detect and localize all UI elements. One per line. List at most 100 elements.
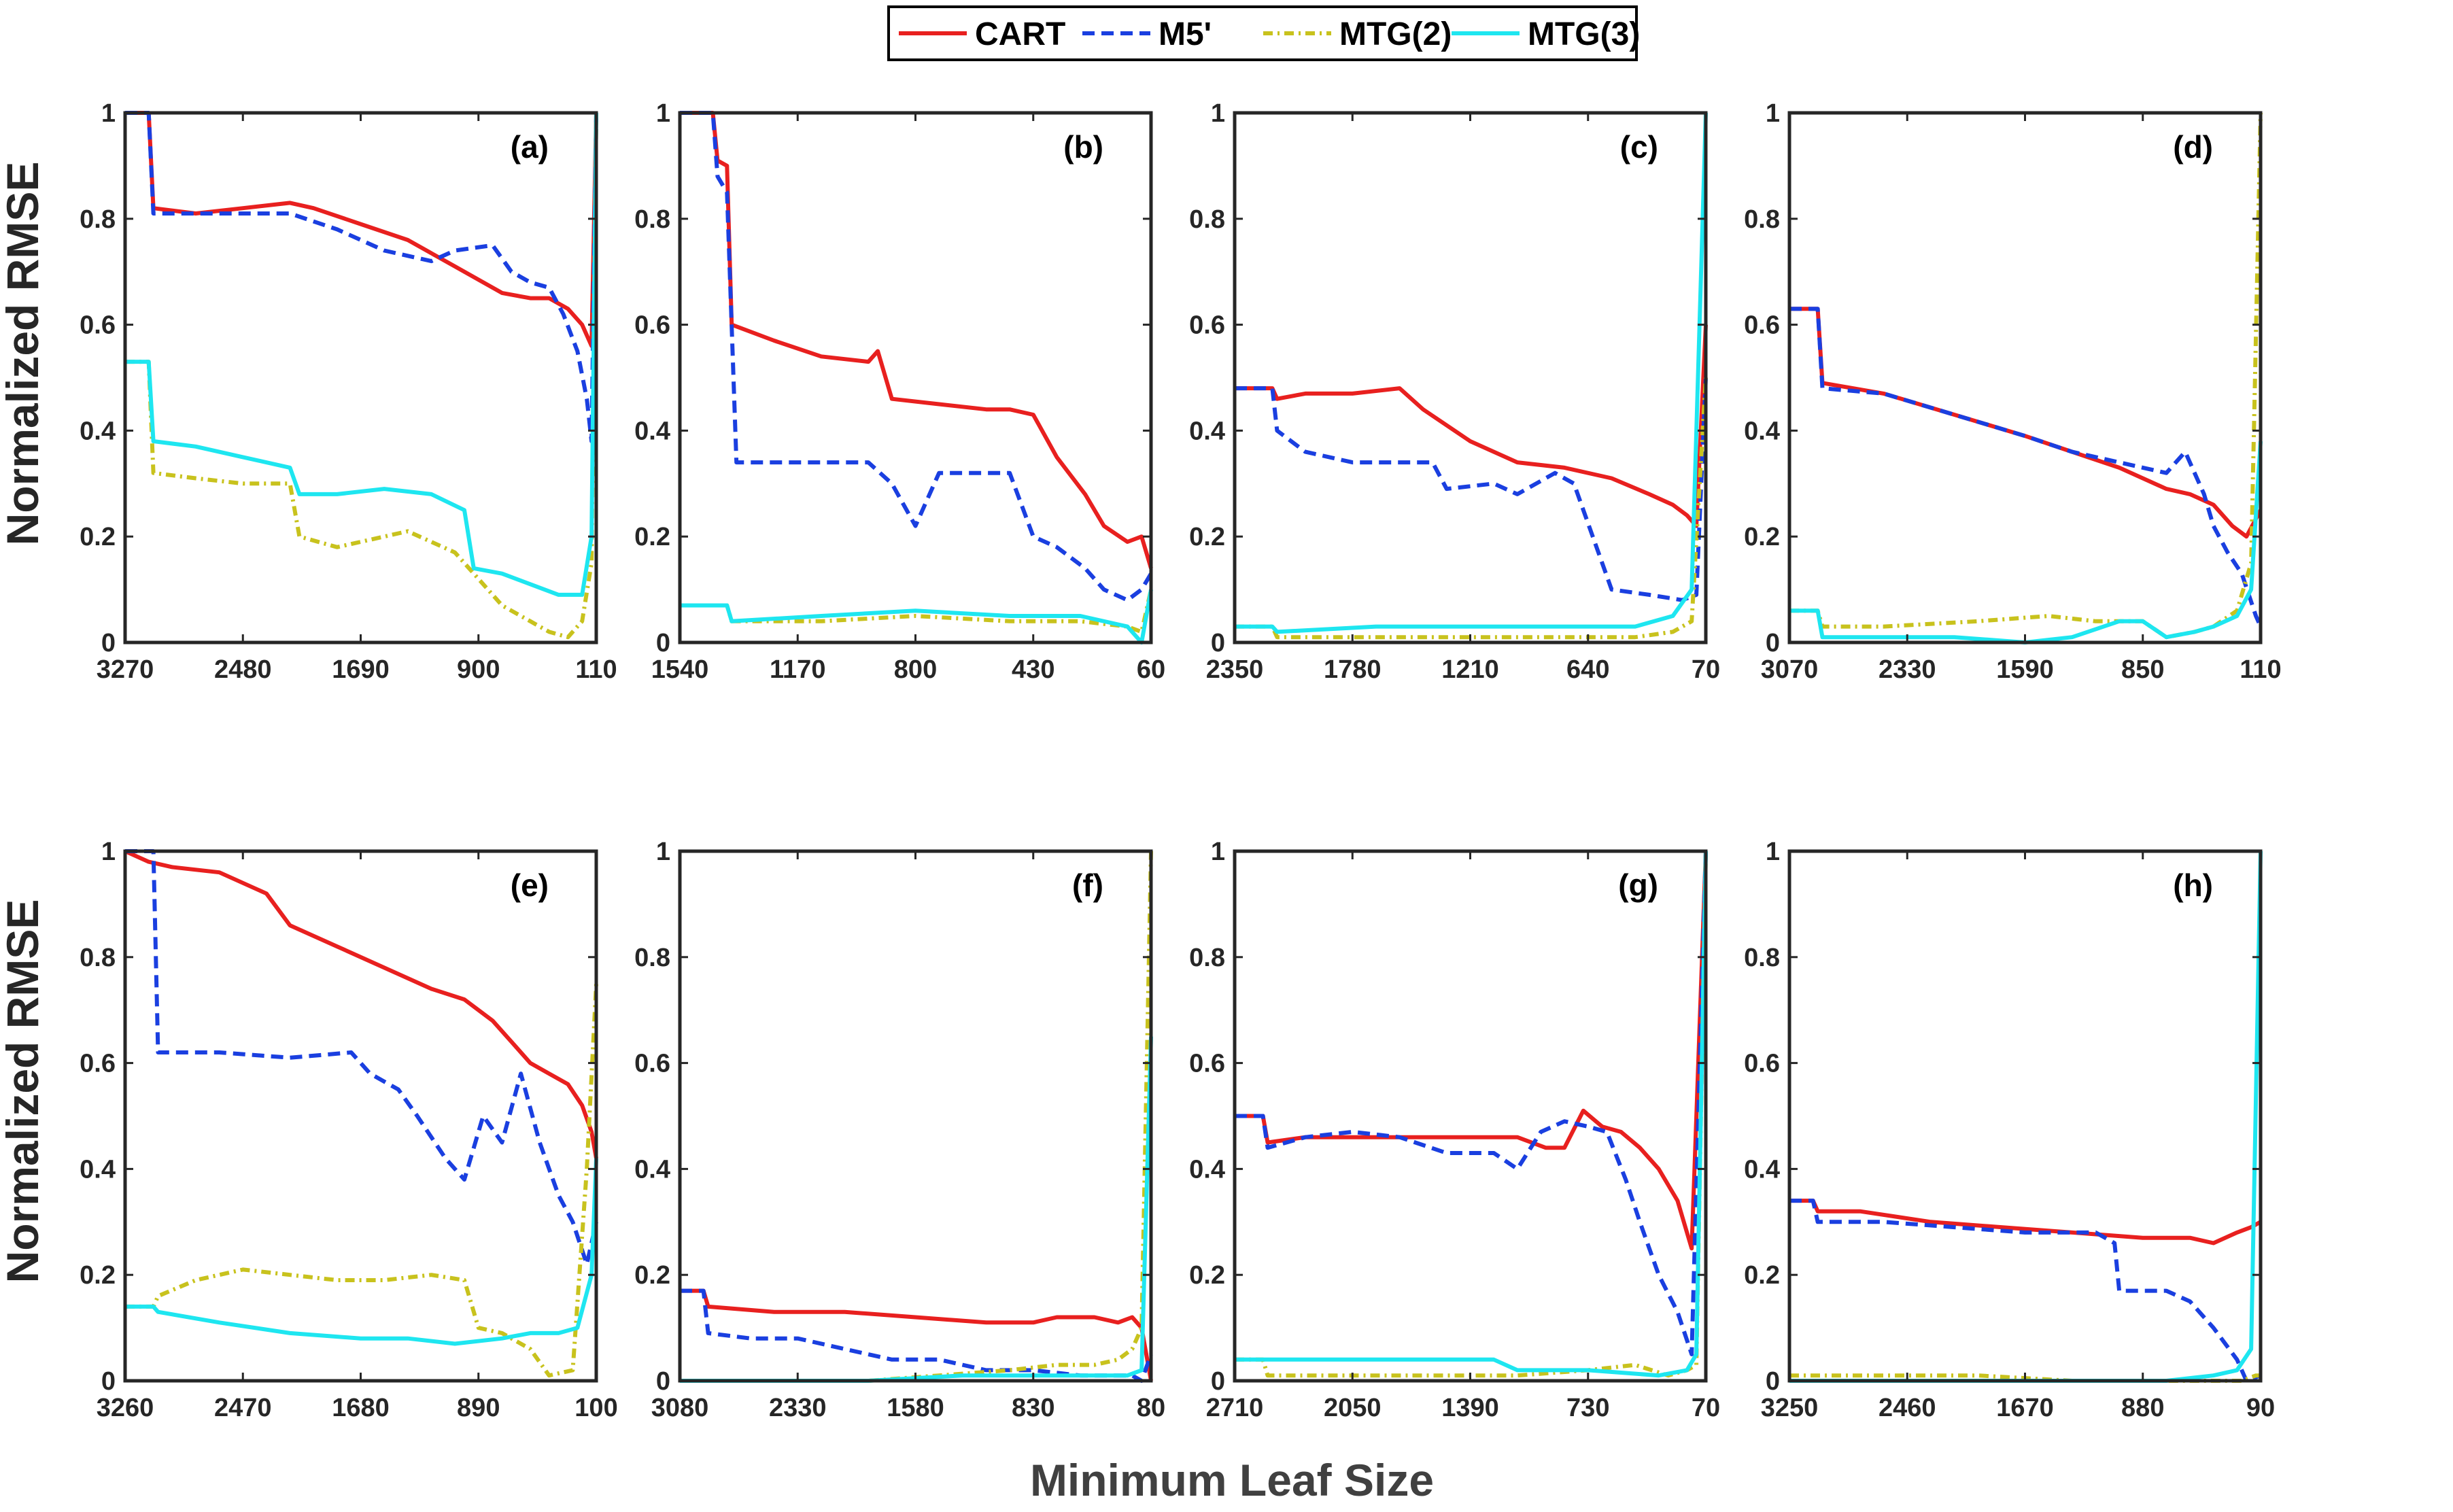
series-line-mtg3 <box>1789 441 2263 645</box>
x-tick-label: 70 <box>1692 655 1720 684</box>
y-tick-label: 0.2 <box>1189 523 1225 551</box>
panel-label: (g) <box>1618 867 1658 903</box>
x-tick-label: 3070 <box>1761 655 1819 684</box>
x-tick-label: 1210 <box>1441 655 1499 684</box>
x-tick-label: 3270 <box>97 655 154 684</box>
series-line-m5 <box>125 111 598 443</box>
panel-h: 0 0.2 0.4 0.6 0.8 1 3250 2460 1670 880 90 (h) <box>1744 838 2275 1422</box>
panel-label: (a) <box>511 129 549 165</box>
series-line-cart <box>124 849 598 1159</box>
y-tick-label: 0.8 <box>1189 944 1225 972</box>
panel-a: 0 0.2 0.4 0.6 0.8 1 3270 2480 1690 900 110 (a) <box>80 99 617 684</box>
panel-b: 0 0.2 0.4 0.6 0.8 1 1540 1170 800 430 60 (b) <box>634 99 1165 684</box>
panel-label: (h) <box>2173 867 2213 903</box>
y-tick-label: 0.6 <box>1744 311 1780 340</box>
xlabel: Minimum Leaf Size <box>1030 1455 1434 1505</box>
x-tick-label: 70 <box>1692 1394 1720 1422</box>
y-tick-label: 0.4 <box>80 417 116 445</box>
x-tick-label: 730 <box>1566 1394 1609 1422</box>
panel-c: 0 0.2 0.4 0.6 0.8 1 2350 1780 1210 640 70 (c) <box>1189 99 1720 684</box>
y-tick-label: 0.4 <box>80 1155 116 1184</box>
panel-d: 0 0.2 0.4 0.6 0.8 1 3070 2330 1590 850 110 (d) <box>1744 99 2281 684</box>
x-tick-label: 110 <box>575 655 617 684</box>
panel-f: 0 0.2 0.4 0.6 0.8 1 3080 2330 1580 830 80 (f) <box>634 838 1165 1422</box>
y-tick-label: 0.8 <box>1744 205 1780 234</box>
series-line-m5 <box>1235 850 1708 1356</box>
x-tick-label: 900 <box>457 655 500 684</box>
series-line-m5 <box>680 111 1153 602</box>
series-line-mtg2 <box>125 983 598 1378</box>
series-line-m5 <box>125 849 598 1267</box>
y-tick-label: 0.2 <box>1744 523 1780 551</box>
legend: CART M5' MTG(2) MTG(3) <box>887 5 1640 61</box>
y-tick-label: 1 <box>1766 838 1780 866</box>
x-tick-label: 2710 <box>1206 1394 1264 1422</box>
legend-label-2: MTG(2) <box>1339 16 1452 52</box>
x-tick-label: 850 <box>2121 655 2164 684</box>
y-tick-label: 0.2 <box>80 1261 116 1290</box>
series-line-cart <box>680 1288 1153 1381</box>
x-tick-label: 1590 <box>1996 655 2054 684</box>
series-line-mtg2 <box>680 589 1153 634</box>
y-tick-label: 0.4 <box>1744 417 1780 445</box>
plot-area <box>125 113 596 642</box>
series-line-m5 <box>1789 307 2263 628</box>
y-tick-label: 0 <box>101 1367 116 1396</box>
x-tick-label: 890 <box>457 1394 500 1422</box>
series-line-mtg2 <box>125 112 598 640</box>
y-tick-label: 0.4 <box>634 417 670 445</box>
panel-label: (c) <box>1620 129 1658 165</box>
x-tick-label: 3260 <box>97 1394 154 1422</box>
y-tick-label: 1 <box>656 99 670 128</box>
x-tick-label: 110 <box>2240 655 2281 684</box>
x-tick-label: 1540 <box>651 655 709 684</box>
x-tick-label: 430 <box>1012 655 1054 684</box>
y-tick-label: 0 <box>656 1367 670 1396</box>
x-tick-label: 3080 <box>651 1394 709 1422</box>
y-tick-label: 1 <box>1211 99 1225 128</box>
y-tick-label: 0.6 <box>634 311 670 340</box>
y-tick-label: 0.2 <box>1744 1261 1780 1290</box>
y-tick-label: 0 <box>101 629 116 657</box>
y-tick-label: 1 <box>101 838 116 866</box>
y-tick-label: 0.4 <box>1189 417 1225 445</box>
y-tick-label: 0 <box>1766 629 1780 657</box>
y-tick-label: 0.6 <box>80 311 116 340</box>
panel-g: 0 0.2 0.4 0.6 0.8 1 2710 2050 1390 730 70 (g) <box>1189 838 1720 1422</box>
y-tick-label: 0.8 <box>1744 944 1780 972</box>
x-tick-label: 1170 <box>770 655 825 684</box>
ylabel-bottom: Normalized RMSE <box>0 899 48 1284</box>
x-tick-label: 1680 <box>332 1394 390 1422</box>
y-tick-label: 0.8 <box>1189 205 1225 234</box>
plot-area <box>125 851 596 1381</box>
plot-area <box>1789 851 2261 1381</box>
y-tick-label: 0.4 <box>1189 1155 1225 1184</box>
series-line-mtg3 <box>125 112 598 597</box>
y-tick-label: 1 <box>1211 838 1225 866</box>
y-tick-label: 1 <box>656 838 670 866</box>
legend-label-0: CART <box>975 16 1065 52</box>
x-tick-label: 1780 <box>1324 655 1382 684</box>
x-tick-label: 2470 <box>214 1394 272 1422</box>
y-tick-label: 0.8 <box>80 205 116 234</box>
series-line-cart <box>1789 307 2263 539</box>
y-tick-label: 1 <box>101 99 116 128</box>
plot-area <box>680 851 1151 1381</box>
ylabel-top: Normalized RMSE <box>0 162 48 546</box>
x-tick-label: 800 <box>894 655 937 684</box>
series-line-m5 <box>1789 1199 2262 1383</box>
plot-area <box>1789 113 2261 642</box>
plot-area <box>680 113 1151 642</box>
x-tick-label: 2480 <box>214 655 272 684</box>
x-tick-label: 2050 <box>1324 1394 1382 1422</box>
x-tick-label: 1690 <box>332 655 390 684</box>
panel-e: 0 0.2 0.4 0.6 0.8 1 3260 2470 1680 890 100 (e) <box>80 838 618 1422</box>
legend-label-1: M5' <box>1159 16 1212 52</box>
y-tick-label: 0.8 <box>80 944 116 972</box>
series-line-mtg3 <box>1235 112 1708 634</box>
y-tick-label: 0.6 <box>1189 1050 1225 1078</box>
x-tick-label: 3250 <box>1761 1394 1819 1422</box>
x-tick-label: 2350 <box>1206 655 1264 684</box>
series-line-cart <box>1235 324 1708 528</box>
